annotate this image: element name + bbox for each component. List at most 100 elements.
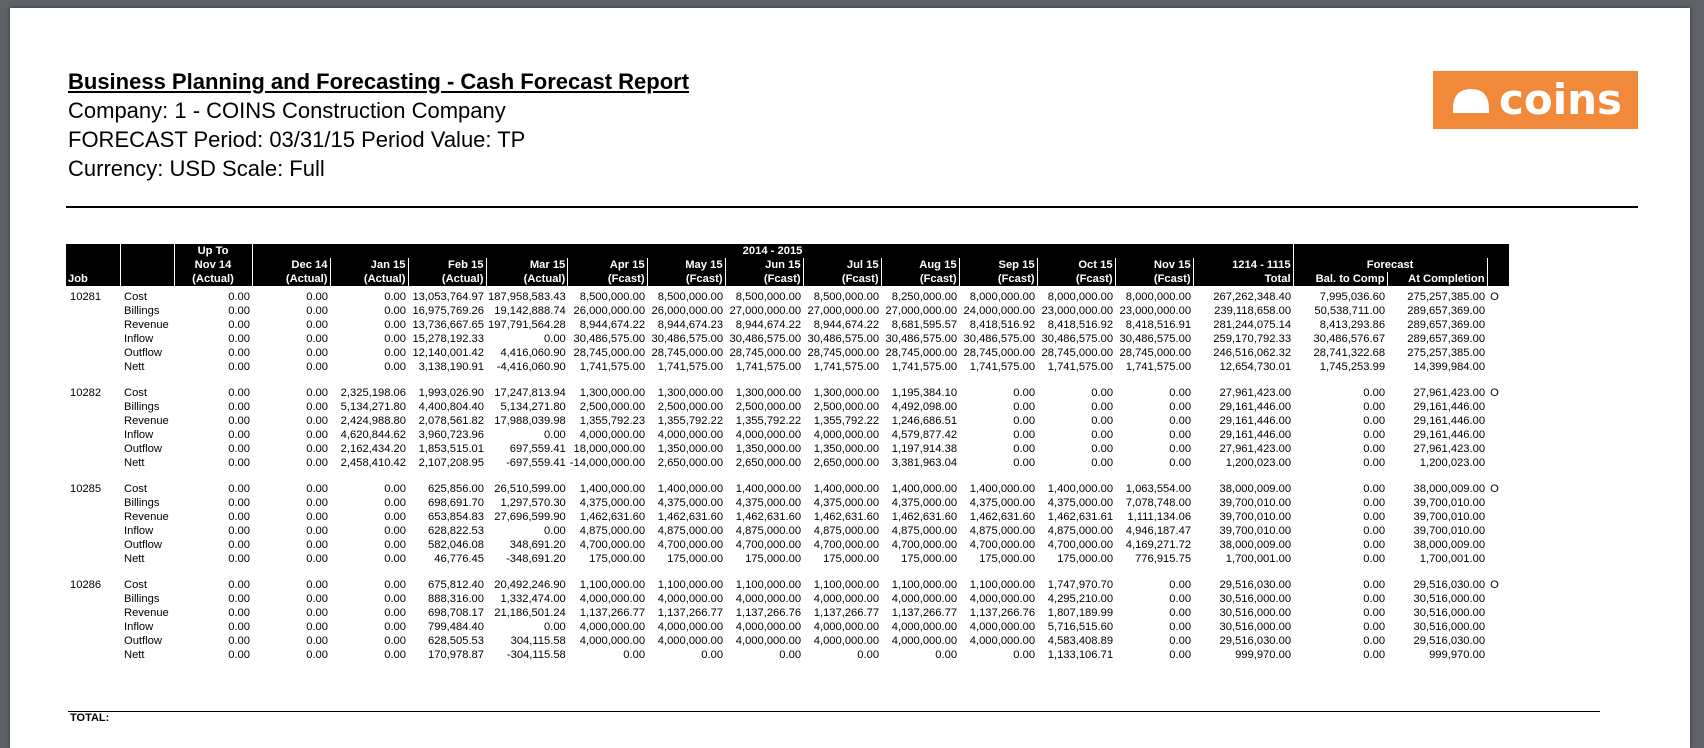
value-cell: -14,000,000.00 xyxy=(569,457,646,469)
value-cell: 0.00 xyxy=(384,305,406,317)
header-month: Jul 15 xyxy=(803,258,882,272)
value-cell: 0.00 xyxy=(306,635,328,647)
value-cell: 4,700,000.00 xyxy=(1047,539,1114,551)
job-cell xyxy=(66,456,120,470)
value-cell: 8,418,516.92 xyxy=(969,319,1036,331)
value-cell: 0.00 xyxy=(1169,401,1192,413)
header-kind: (Actual) xyxy=(330,272,409,286)
value-cell: 4,000,000.00 xyxy=(735,593,802,605)
value-cell: 1,350,000.00 xyxy=(813,443,880,455)
header-kind: (Fcast) xyxy=(803,272,882,286)
header-blank xyxy=(1487,272,1510,286)
value-cell: 2,500,000.00 xyxy=(813,401,880,413)
value-cell: 0.00 xyxy=(857,649,880,661)
value-cell: 0.00 xyxy=(228,497,250,509)
table-row: Billings 0.00 0.00 5,134,271.80 4,400,804.40… xyxy=(66,400,1509,414)
header-month: Oct 15 xyxy=(1037,258,1116,272)
value-cell: 582,046.08 xyxy=(428,539,484,551)
value-cell: 0.00 xyxy=(306,525,328,537)
value-cell: 170,978.87 xyxy=(428,649,484,661)
value-cell: 0.00 xyxy=(1363,443,1386,455)
value-cell: 0.00 xyxy=(228,511,250,523)
value-cell: 0.00 xyxy=(1013,387,1036,399)
row-type: Nett xyxy=(124,649,145,661)
row-type: Billings xyxy=(124,497,160,509)
value-cell: 2,650,000.00 xyxy=(813,457,880,469)
value-cell: 0.00 xyxy=(306,497,328,509)
value-cell: 175,000.00 xyxy=(979,553,1036,565)
value-cell: 27,696,599.90 xyxy=(494,511,566,523)
value-cell: 28,745,000.00 xyxy=(651,347,724,359)
header-blank xyxy=(66,258,121,272)
value-cell: 38,000,009.00 xyxy=(1219,483,1292,495)
value-cell: 3,960,723.96 xyxy=(418,429,484,441)
value-cell: 0.00 xyxy=(544,333,566,345)
value-cell: 1,700,001.00 xyxy=(1419,553,1486,565)
value-cell: 4,375,000.00 xyxy=(813,497,880,509)
value-cell: 1,745,253.99 xyxy=(1319,361,1386,373)
value-cell: 3,381,963.04 xyxy=(891,457,958,469)
value-cell: 0.00 xyxy=(228,635,250,647)
value-cell: 1,063,554.00 xyxy=(1125,483,1192,495)
value-cell: 2,107,208.95 xyxy=(418,457,484,469)
spacer-row xyxy=(66,374,1509,386)
value-cell: 17,247,813.94 xyxy=(494,387,566,399)
value-cell: 0.00 xyxy=(384,483,406,495)
value-cell: 4,700,000.00 xyxy=(735,539,802,551)
value-cell: 29,161,446.00 xyxy=(1219,415,1292,427)
value-cell: 625,856.00 xyxy=(428,483,484,495)
value-cell: 29,161,446.00 xyxy=(1219,401,1292,413)
value-cell: 4,875,000.00 xyxy=(579,525,646,537)
value-cell: 2,500,000.00 xyxy=(579,401,646,413)
value-cell: 30,486,576.67 xyxy=(1313,333,1386,345)
value-cell: 4,000,000.00 xyxy=(579,429,646,441)
header-month: Sep 15 xyxy=(959,258,1038,272)
header-row-3: Job (Actual) (Actual) (Actual) (Actual) (Actu… xyxy=(66,272,1510,286)
row-type: Billings xyxy=(124,305,160,317)
value-cell: 7,995,036.60 xyxy=(1319,291,1386,303)
value-cell: 30,486,575.00 xyxy=(963,333,1036,345)
value-cell: 1,355,792.22 xyxy=(813,415,880,427)
value-cell: -304,115.58 xyxy=(506,649,566,661)
report-header: Business Planning and Forecasting - Cash… xyxy=(68,68,689,183)
value-cell: 0.00 xyxy=(1363,593,1386,605)
value-cell: 4,579,877.42 xyxy=(891,429,958,441)
value-cell: 23,000,000.00 xyxy=(1041,305,1114,317)
value-cell: 0.00 xyxy=(306,457,328,469)
value-cell: 5,134,271.80 xyxy=(340,401,406,413)
value-cell: 348,691.20 xyxy=(509,539,566,551)
value-cell: 4,000,000.00 xyxy=(579,593,646,605)
value-cell: 27,961,423.00 xyxy=(1219,443,1292,455)
value-cell: 20,492,246.90 xyxy=(494,579,566,591)
value-cell: 197,791,564.28 xyxy=(488,319,566,331)
value-cell: 0.00 xyxy=(1169,579,1192,591)
value-cell: 1,350,000.00 xyxy=(657,443,724,455)
value-cell: 1,400,000.00 xyxy=(1047,483,1114,495)
table-row: 10282 Cost 0.00 0.00 2,325,198.06 1,993,026.9… xyxy=(66,386,1509,400)
job-cell xyxy=(66,648,120,662)
value-cell: 4,000,000.00 xyxy=(891,635,958,647)
spacer-row xyxy=(66,470,1509,482)
value-cell: 1,355,792.22 xyxy=(657,415,724,427)
value-cell: 698,691.70 xyxy=(428,497,484,509)
row-type: Inflow xyxy=(124,525,154,537)
value-cell: 175,000.00 xyxy=(1057,553,1114,565)
value-cell: 1,137,266.77 xyxy=(813,607,880,619)
value-cell: -697,559.41 xyxy=(506,457,566,469)
value-cell: 27,961,423.00 xyxy=(1413,443,1486,455)
value-cell: 30,516,000.00 xyxy=(1219,593,1292,605)
table-row: Outflow 0.00 0.00 0.00 582,046.08 348,691.20 4… xyxy=(66,538,1509,552)
value-cell: 0.00 xyxy=(1363,457,1386,469)
value-cell: 1,300,000.00 xyxy=(657,387,724,399)
job-cell xyxy=(66,496,120,510)
value-cell: 1,137,266.76 xyxy=(735,607,802,619)
value-cell: 1,350,000.00 xyxy=(735,443,802,455)
value-cell: 0.00 xyxy=(1169,387,1192,399)
header-kind: (Actual) xyxy=(174,272,253,286)
row-type: Cost xyxy=(124,579,148,591)
header-kind: Bal. to Comp xyxy=(1293,272,1388,286)
job-cell xyxy=(66,304,120,318)
value-cell: 4,000,000.00 xyxy=(735,635,802,647)
job-cell: 10282 xyxy=(70,387,102,399)
job-cell: 10285 xyxy=(70,483,102,495)
